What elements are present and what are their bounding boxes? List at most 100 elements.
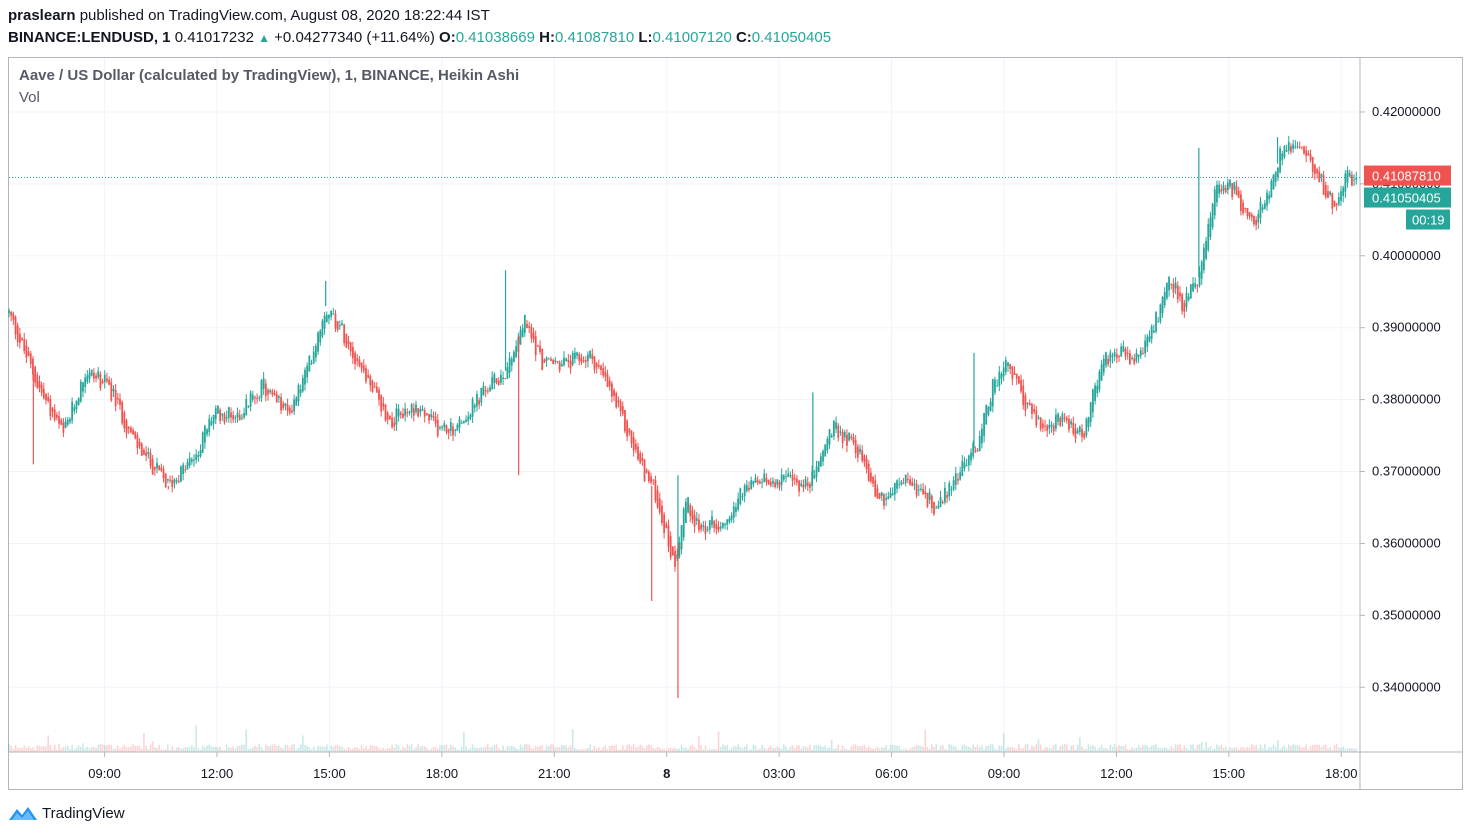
candle-body <box>828 429 831 445</box>
candle-body <box>1150 326 1153 340</box>
volume-bar <box>981 745 983 752</box>
candle-body <box>1250 214 1253 218</box>
candle-body <box>428 413 430 421</box>
candle-body <box>486 390 489 392</box>
volume-bar <box>1298 745 1301 752</box>
candle-body <box>454 429 457 431</box>
candle-body <box>491 377 494 390</box>
candle-body <box>1094 385 1096 401</box>
candle-body <box>1179 292 1181 297</box>
volume-legend[interactable]: Vol <box>19 89 40 106</box>
candle-body <box>767 479 770 485</box>
candle-body <box>1155 311 1157 332</box>
candle-body <box>1318 171 1321 183</box>
volume-bar <box>25 748 28 752</box>
volume-bar <box>941 745 944 752</box>
candle-body <box>806 482 809 486</box>
candle-body <box>336 321 339 330</box>
candle-body <box>1281 153 1284 161</box>
volume-bar <box>199 749 202 752</box>
volume-bar <box>419 746 422 752</box>
volume-bar <box>732 746 735 752</box>
volume-bar <box>491 746 493 752</box>
candle-body <box>177 480 180 483</box>
volume-bar <box>219 746 221 752</box>
volume-bar <box>1294 745 1297 752</box>
candle-body <box>288 407 291 414</box>
volume-bar <box>1268 746 1270 752</box>
candle-body <box>656 490 659 508</box>
candle-body <box>14 316 17 335</box>
candle-body <box>739 488 742 505</box>
volume-bar <box>904 748 907 752</box>
volume-bar <box>850 746 853 752</box>
candle-body <box>1198 271 1201 286</box>
volume-bar <box>293 744 295 752</box>
volume-bar <box>582 749 585 752</box>
volume-bar <box>1283 745 1286 752</box>
volume-bar <box>750 749 752 752</box>
volume-bar <box>1133 748 1136 752</box>
candle-body <box>1100 364 1103 381</box>
candle-body <box>51 407 54 412</box>
volume-bar <box>23 745 26 752</box>
candle-body <box>1255 219 1258 226</box>
candle-body <box>432 415 435 418</box>
volume-bar <box>1309 746 1312 752</box>
volume-bar <box>954 746 957 752</box>
footer-brand[interactable]: TradingView <box>8 802 125 824</box>
volume-bar <box>119 748 121 752</box>
candle-body <box>1115 354 1118 358</box>
volume-bar <box>632 744 635 752</box>
chart-legend-title[interactable]: Aave / US Dollar (calculated by TradingV… <box>19 67 520 84</box>
candle-body <box>1020 379 1022 392</box>
candle-body <box>1237 190 1240 198</box>
volume-bar <box>415 747 417 752</box>
chart-frame <box>8 57 1463 790</box>
up-arrow-icon: ▲ <box>258 31 270 45</box>
author-name[interactable]: praslearn <box>8 7 76 24</box>
volume-bar <box>1340 747 1342 752</box>
candle-body <box>813 475 816 479</box>
volume-bar <box>212 746 215 752</box>
volume-bar <box>907 749 909 752</box>
volume-bar <box>458 749 461 752</box>
candle-body <box>343 324 346 344</box>
candle-body <box>188 457 191 466</box>
candle-body <box>1235 186 1238 196</box>
candle-body <box>1185 292 1188 308</box>
candle-body <box>991 379 994 407</box>
volume-bar <box>1089 746 1092 752</box>
candle-body <box>682 508 685 538</box>
candle-body <box>556 361 559 363</box>
candle-body <box>582 359 585 361</box>
volume-bar <box>678 748 681 752</box>
candle-body <box>1294 146 1297 148</box>
candle-body <box>1035 410 1038 426</box>
candle-body <box>1263 203 1266 209</box>
volume-bar <box>785 746 787 752</box>
volume-bar <box>737 744 739 752</box>
candle-body <box>299 389 302 394</box>
volume-bar <box>234 748 237 752</box>
candle-body <box>587 354 589 362</box>
volume-bar <box>330 745 332 752</box>
volume-bar <box>482 747 485 752</box>
candle-body <box>10 311 13 316</box>
candle-body <box>1024 395 1027 411</box>
volume-bar <box>1216 744 1218 752</box>
candle-body <box>319 330 322 343</box>
candle-body <box>674 551 676 567</box>
x-tick-label: 8 <box>663 766 670 781</box>
volume-bar <box>497 748 500 752</box>
volume-bar <box>1009 747 1011 752</box>
volume-bar <box>1233 747 1236 752</box>
volume-bar <box>73 749 76 752</box>
volume-bar <box>1329 747 1331 752</box>
candle-body <box>778 482 781 488</box>
candle-body <box>769 481 772 486</box>
candle-body <box>1105 352 1107 366</box>
volume-bar <box>935 744 937 752</box>
candle-body <box>149 452 152 466</box>
